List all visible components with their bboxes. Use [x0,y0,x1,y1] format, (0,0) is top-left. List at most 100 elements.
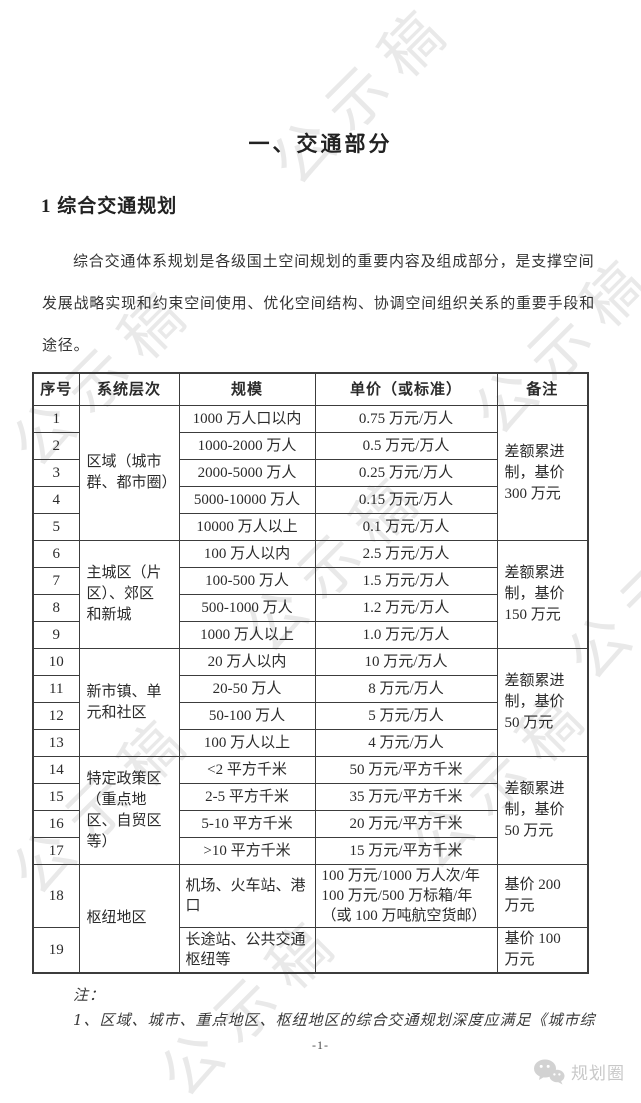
cell-unit-price: 5 万元/万人 [314,702,498,730]
cell-index: 16 [32,810,80,838]
cell-unit-price: 20 万元/平方千米 [314,810,498,838]
cell-unit-price: 0.5 万元/万人 [314,432,498,460]
notes-block: 注： 1、区域、城市、重点地区、枢纽地区的综合交通规划深度应满足《城市综 [73,983,641,1033]
table-row: 4 5000-10000 万人 0.15 万元/万人 [32,486,588,514]
cell-unit-price: 35 万元/平方千米 [314,783,498,811]
column-header: 单价（或标准） [314,372,498,406]
cell-index: 6 [32,540,80,568]
cell-unit-price: 50 万元/平方千米 [314,756,498,784]
cell-index: 3 [32,459,80,487]
cell-index: 4 [32,486,80,514]
table-row: 5 10000 万人以上 0.1 万元/万人 [32,513,588,541]
cell-index: 9 [32,621,80,649]
table-row: 9 1000 万人以上 1.0 万元/万人 [32,621,588,649]
cell-system-level: 特定政策区 （重点地 区、自贸区 等） [78,756,180,865]
cell-index: 13 [32,729,80,757]
cell-unit-price: 1.5 万元/万人 [314,567,498,595]
cell-scale: 100-500 万人 [178,567,316,595]
table-row: 2 1000-2000 万人 0.5 万元/万人 [32,432,588,460]
table-row: 13 100 万人以上 4 万元/万人 [32,729,588,757]
cell-remark: 差额累进 制，基价 300 万元 [496,405,589,541]
cell-remark: 差额累进 制，基价 50 万元 [496,756,589,865]
table-row: 3 2000-5000 万人 0.25 万元/万人 [32,459,588,487]
cell-unit-price: 0.25 万元/万人 [314,459,498,487]
cell-unit-price [314,927,498,974]
table-row: 19 长途站、公共交通 枢纽等 基价 100 万元 [32,927,589,974]
cell-unit-price: 100 万元/1000 万人次/年 100 万元/500 万标箱/年 （或 10… [314,864,498,928]
column-header: 序号 [32,372,80,406]
cell-index: 1 [32,405,80,433]
cell-scale: >10 平方千米 [178,837,316,865]
table-row: 16 5-10 平方千米 20 万元/平方千米 [32,810,588,838]
table-header-row: 序号 系统层次 规模 单价（或标准） 备注 [32,372,589,406]
table-row: 12 50-100 万人 5 万元/万人 [32,702,588,730]
cell-scale: 20-50 万人 [178,675,316,703]
cell-index: 19 [32,927,80,974]
table-row: 6 主城区（片 区）、郊区 和新城 100 万人以内 2.5 万元/万人 差额累进 制，… [32,540,589,649]
cell-index: 10 [32,648,80,676]
cell-unit-price: 4 万元/万人 [314,729,498,757]
cell-system-level: 新市镇、单 元和社区 [78,648,180,757]
cell-unit-price: 0.1 万元/万人 [314,513,498,541]
note-items: 1、区域、城市、重点地区、枢纽地区的综合交通规划深度应满足《城市综 [73,1007,641,1033]
wechat-icon [534,1059,565,1085]
cell-scale: <2 平方千米 [178,756,316,784]
cell-scale: 2000-5000 万人 [178,459,316,487]
cell-remark: 基价 100 万元 [496,927,589,974]
cell-remark: 差额累进 制，基价 150 万元 [496,540,589,649]
column-header: 备注 [496,372,589,406]
cell-scale: 长途站、公共交通 枢纽等 [178,927,316,974]
cell-scale: 500-1000 万人 [178,594,316,622]
cell-index: 8 [32,594,80,622]
cell-scale: 1000 万人以上 [178,621,316,649]
cell-scale: 1000 万人口以内 [178,405,316,433]
page-title: 一、交通部分 [248,132,393,156]
cell-scale: 1000-2000 万人 [178,432,316,460]
fee-table: 序号 系统层次 规模 单价（或标准） 备注 1 区域（城市 群、都市圈） 1000 万人口以… [32,372,589,974]
cell-index: 7 [32,567,80,595]
cell-unit-price: 8 万元/万人 [314,675,498,703]
table-head: 序号 系统层次 规模 单价（或标准） 备注 [32,372,589,406]
cell-scale: 5-10 平方千米 [178,810,316,838]
cell-index: 11 [32,675,80,703]
cell-scale: 20 万人以内 [178,648,316,676]
cell-unit-price: 0.15 万元/万人 [314,486,498,514]
cell-scale: 5000-10000 万人 [178,486,316,514]
cell-unit-price: 1.2 万元/万人 [314,594,498,622]
cell-scale: 10000 万人以上 [178,513,316,541]
table-row: 15 2-5 平方千米 35 万元/平方千米 [32,783,588,811]
page-number: -1- [312,1038,329,1052]
section-heading: 1 综合交通规划 [41,196,178,217]
cell-scale: 机场、火车站、港 口 [178,864,316,928]
cell-scale: 2-5 平方千米 [178,783,316,811]
cell-unit-price: 15 万元/平方千米 [314,837,498,865]
table-row: 17 >10 平方千米 15 万元/平方千米 [32,837,588,865]
cell-index: 18 [32,864,80,928]
cell-scale: 100 万人以内 [178,540,316,568]
cell-remark: 差额累进 制，基价 50 万元 [496,648,589,757]
table-row: 1 区域（城市 群、都市圈） 1000 万人口以内 0.75 万元/万人 差额累进 制，… [32,405,589,541]
note-item: 1、区域、城市、重点地区、枢纽地区的综合交通规划深度应满足《城市综 [73,1011,596,1029]
table-row: 18 枢纽地区 机场、火车站、港 口 100 万元/1000 万人次/年 100 万元… [32,864,589,974]
cell-unit-price: 10 万元/万人 [314,648,498,676]
table-row: 7 100-500 万人 1.5 万元/万人 [32,567,588,595]
table-body: 1 区域（城市 群、都市圈） 1000 万人口以内 0.75 万元/万人 差额累进 制，… [32,405,589,974]
intro-paragraph: 综合交通体系规划是各级国土空间规划的重要内容及组成部分，是支撑空间 发展战略实现… [42,254,596,354]
table-row: 14 特定政策区 （重点地 区、自贸区 等） <2 平方千米 50 万元/平方千米 差额… [32,756,589,865]
brand-footer: 规划圈 [533,1058,625,1085]
cell-index: 5 [32,513,80,541]
cell-system-level: 区域（城市 群、都市圈） [78,405,180,541]
cell-index: 2 [32,432,80,460]
notes-label: 注： [73,986,106,1004]
column-header: 规模 [178,372,316,406]
table-row: 10 新市镇、单 元和社区 20 万人以内 10 万元/万人 差额累进 制，基价 50 … [32,648,589,757]
cell-unit-price: 1.0 万元/万人 [314,621,498,649]
brand-name: 规划圈 [571,1064,625,1083]
cell-scale: 50-100 万人 [178,702,316,730]
cell-scale: 100 万人以上 [178,729,316,757]
cell-index: 14 [32,756,80,784]
cell-index: 15 [32,783,80,811]
cell-system-level: 主城区（片 区）、郊区 和新城 [78,540,180,649]
